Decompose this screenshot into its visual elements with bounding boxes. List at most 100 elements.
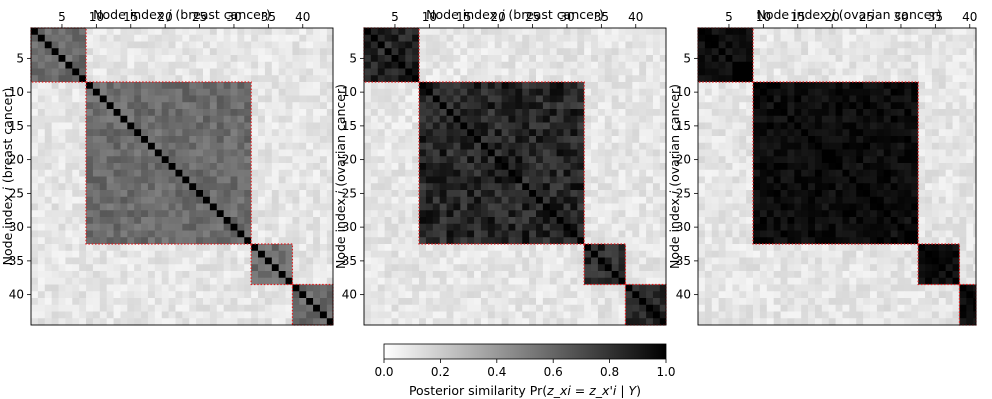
heatmap-cell — [536, 298, 544, 306]
heatmap-cell — [460, 304, 468, 312]
heatmap-cell — [646, 156, 654, 164]
heatmap-cell — [460, 88, 468, 96]
heatmap-cell — [439, 115, 447, 123]
heatmap-cell — [711, 156, 720, 164]
heatmap-cell — [556, 68, 564, 76]
heatmap-cell — [556, 311, 564, 319]
heatmap-cell — [904, 142, 912, 150]
heatmap-cell — [313, 291, 321, 299]
heatmap-cell — [659, 203, 667, 211]
heatmap-cell — [959, 129, 967, 137]
x-tick-label: 25 — [192, 10, 207, 24]
heatmap-cell — [460, 190, 468, 198]
heatmap-cell — [890, 95, 898, 103]
heatmap-cell — [718, 196, 726, 204]
heatmap-cell — [556, 142, 564, 150]
heatmap-cell — [398, 109, 406, 117]
heatmap-cell — [952, 122, 960, 130]
heatmap-cell — [237, 284, 245, 292]
heatmap-cell — [711, 75, 720, 83]
heatmap-cell — [959, 122, 967, 130]
heatmap-cell — [549, 311, 558, 319]
heatmap-cell — [849, 28, 857, 36]
y-tick-label: 35 — [342, 254, 357, 268]
heatmap-cell — [563, 115, 571, 123]
heatmap-cell — [154, 183, 163, 191]
heatmap-cell — [37, 264, 46, 272]
heatmap-cell — [237, 210, 245, 218]
heatmap-cell — [494, 203, 502, 211]
heatmap-cell — [292, 169, 300, 177]
heatmap-cell — [244, 88, 252, 96]
heatmap-cell — [237, 298, 245, 306]
heatmap-cell — [432, 230, 441, 238]
heatmap-cell — [223, 136, 231, 144]
heatmap-cell — [99, 223, 108, 231]
heatmap-cell — [86, 277, 94, 285]
heatmap-cell — [508, 75, 516, 83]
heatmap-cell — [398, 223, 406, 231]
heatmap-cell — [577, 156, 585, 164]
heatmap-cell — [99, 203, 108, 211]
heatmap-cell — [828, 176, 836, 184]
heatmap-cell — [508, 318, 516, 326]
heatmap-cell — [897, 102, 905, 110]
heatmap-cell — [209, 196, 218, 204]
heatmap-cell — [99, 41, 108, 49]
heatmap-cell — [542, 291, 551, 299]
heatmap-cell — [453, 82, 461, 90]
heatmap-cell — [604, 271, 613, 279]
heatmap-cell — [99, 109, 108, 117]
heatmap-cell — [120, 163, 128, 171]
heatmap-cell — [313, 318, 321, 326]
heatmap-cell — [285, 169, 293, 177]
heatmap-cell — [432, 95, 441, 103]
heatmap-cell — [37, 41, 46, 49]
heatmap-cell — [439, 217, 447, 225]
heatmap-cell — [182, 311, 190, 319]
heatmap-cell — [299, 156, 307, 164]
heatmap-cell — [127, 102, 135, 110]
heatmap-cell — [154, 55, 163, 63]
heatmap-cell — [384, 190, 392, 198]
heatmap-cell — [938, 176, 947, 184]
heatmap-cell — [659, 109, 667, 117]
heatmap-cell — [99, 129, 108, 137]
heatmap-cell — [31, 237, 39, 245]
heatmap-cell — [216, 311, 225, 319]
heatmap-cell — [405, 311, 413, 319]
heatmap-cell — [264, 264, 273, 272]
heatmap-cell — [37, 284, 46, 292]
heatmap-cell — [474, 129, 482, 137]
heatmap-cell — [618, 291, 626, 299]
heatmap-cell — [44, 298, 53, 306]
heatmap-cell — [432, 142, 441, 150]
heatmap-cell — [453, 129, 461, 137]
heatmap-cell — [597, 291, 606, 299]
heatmap-cell — [370, 163, 379, 171]
heatmap-cell — [223, 61, 231, 69]
heatmap-cell — [480, 183, 489, 191]
heatmap-cell — [646, 318, 654, 326]
heatmap-cell — [474, 95, 482, 103]
heatmap-cell — [890, 41, 898, 49]
heatmap-cell — [203, 88, 211, 96]
heatmap-cell — [474, 176, 482, 184]
heatmap-cell — [175, 122, 183, 130]
heatmap-cell — [258, 136, 266, 144]
heatmap-cell — [570, 149, 578, 157]
heatmap-cell — [467, 75, 475, 83]
heatmap-cell — [271, 217, 280, 225]
heatmap-cell — [384, 34, 392, 42]
heatmap-cell — [549, 210, 558, 218]
heatmap-cell — [925, 142, 933, 150]
heatmap-cell — [522, 298, 530, 306]
heatmap-cell — [501, 122, 509, 130]
heatmap-cell — [515, 176, 523, 184]
heatmap-cell — [508, 210, 516, 218]
heatmap-cell — [522, 244, 530, 252]
heatmap-cell — [182, 88, 190, 96]
heatmap-cell — [515, 136, 523, 144]
heatmap-cell — [814, 169, 823, 177]
heatmap-cell — [258, 203, 266, 211]
